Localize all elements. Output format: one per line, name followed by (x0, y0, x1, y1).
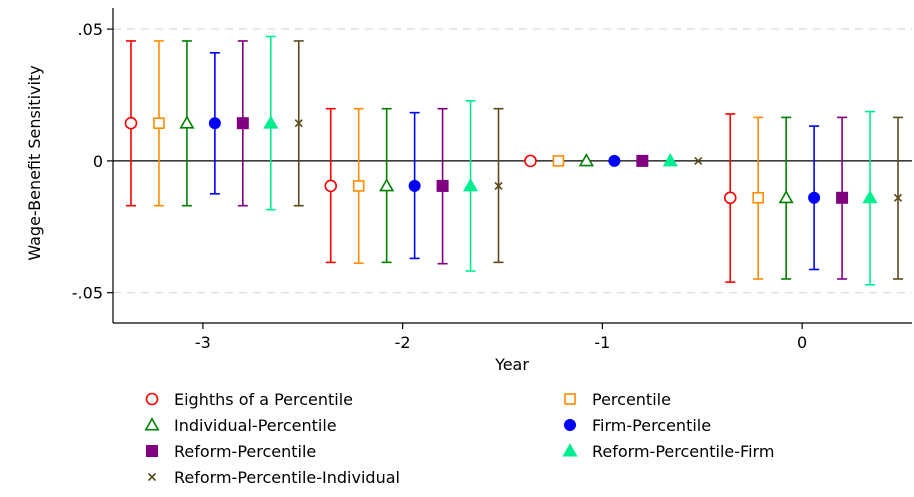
series-group (153, 40, 764, 280)
point-marker (379, 178, 395, 192)
x-marker-stroke (294, 119, 303, 128)
axes-layer: -.05 0 .05 -3 -2 -1 0 (72, 8, 912, 352)
legend-marker (562, 443, 578, 457)
legend-label: Firm-Percentile (592, 416, 711, 435)
point-marker (153, 117, 165, 129)
x-marker-stroke (494, 181, 503, 190)
series-group (179, 40, 794, 280)
point-marker (723, 191, 737, 205)
series-group (124, 40, 737, 283)
x-axis-title: Year (494, 355, 529, 374)
point-marker (752, 191, 764, 204)
point-marker (124, 116, 138, 130)
point-marker (179, 115, 195, 129)
legend-item: Firm-Percentile (564, 416, 711, 435)
point-marker (524, 154, 537, 168)
point-marker (608, 154, 621, 167)
point-marker (436, 179, 449, 192)
legend-marker (145, 392, 159, 406)
legend-item: Reform-Percentile-Firm (562, 442, 774, 461)
series-layer (124, 35, 904, 286)
x-marker-stroke (147, 472, 157, 482)
x-tick-label: -1 (594, 333, 610, 352)
point-marker (552, 155, 565, 167)
point-marker (778, 189, 794, 204)
series-group (263, 35, 878, 286)
point-marker (236, 117, 249, 130)
legend: Eighths of a Percentile Percentile Individ… (144, 390, 774, 487)
legend-label: Percentile (592, 390, 671, 409)
legend-label: Individual-Percentile (174, 416, 337, 435)
legend-item: Reform-Percentile-Individual (147, 468, 400, 487)
legend-item: Percentile (564, 390, 671, 409)
legend-item: Individual-Percentile (144, 416, 337, 435)
legend-marker (147, 472, 157, 482)
series-group (293, 40, 904, 280)
legend-marker (144, 417, 160, 431)
point-marker (662, 153, 678, 167)
point-marker (808, 191, 821, 204)
legend-marker (564, 393, 576, 405)
point-marker (862, 189, 878, 204)
legend-marker (564, 419, 576, 431)
legend-label: Reform-Percentile-Firm (592, 442, 774, 461)
point-marker (208, 117, 221, 130)
series-group (236, 40, 849, 280)
legend-item: Eighths of a Percentile (145, 390, 353, 409)
point-marker (352, 180, 365, 192)
point-marker (893, 193, 903, 202)
y-axis-title: Wage-Benefit Sensitivity (25, 65, 44, 260)
legend-label: Reform-Percentile (174, 442, 316, 461)
x-tick-label: 0 (797, 333, 807, 352)
point-marker (578, 153, 594, 167)
legend-label: Eighths of a Percentile (174, 390, 353, 409)
y-tick-label: .05 (78, 20, 103, 39)
y-tick-label: 0 (93, 152, 103, 171)
point-marker (263, 115, 279, 129)
point-marker (462, 178, 479, 192)
series-group (208, 52, 821, 271)
x-tick-label: -3 (195, 333, 211, 352)
point-marker (836, 191, 849, 204)
y-tick-label: -.05 (72, 284, 103, 303)
point-marker (636, 154, 649, 167)
legend-label: Reform-Percentile-Individual (174, 468, 400, 487)
point-marker (408, 179, 421, 192)
legend-item: Reform-Percentile (146, 442, 316, 461)
point-marker (294, 119, 303, 128)
point-marker (494, 181, 503, 190)
x-tick-label: -2 (395, 333, 411, 352)
x-marker-stroke (893, 193, 903, 202)
grid-layer (113, 28, 912, 294)
point-marker (324, 179, 338, 193)
x-marker-stroke (694, 156, 703, 165)
legend-marker (146, 445, 158, 457)
point-marker (694, 156, 703, 165)
